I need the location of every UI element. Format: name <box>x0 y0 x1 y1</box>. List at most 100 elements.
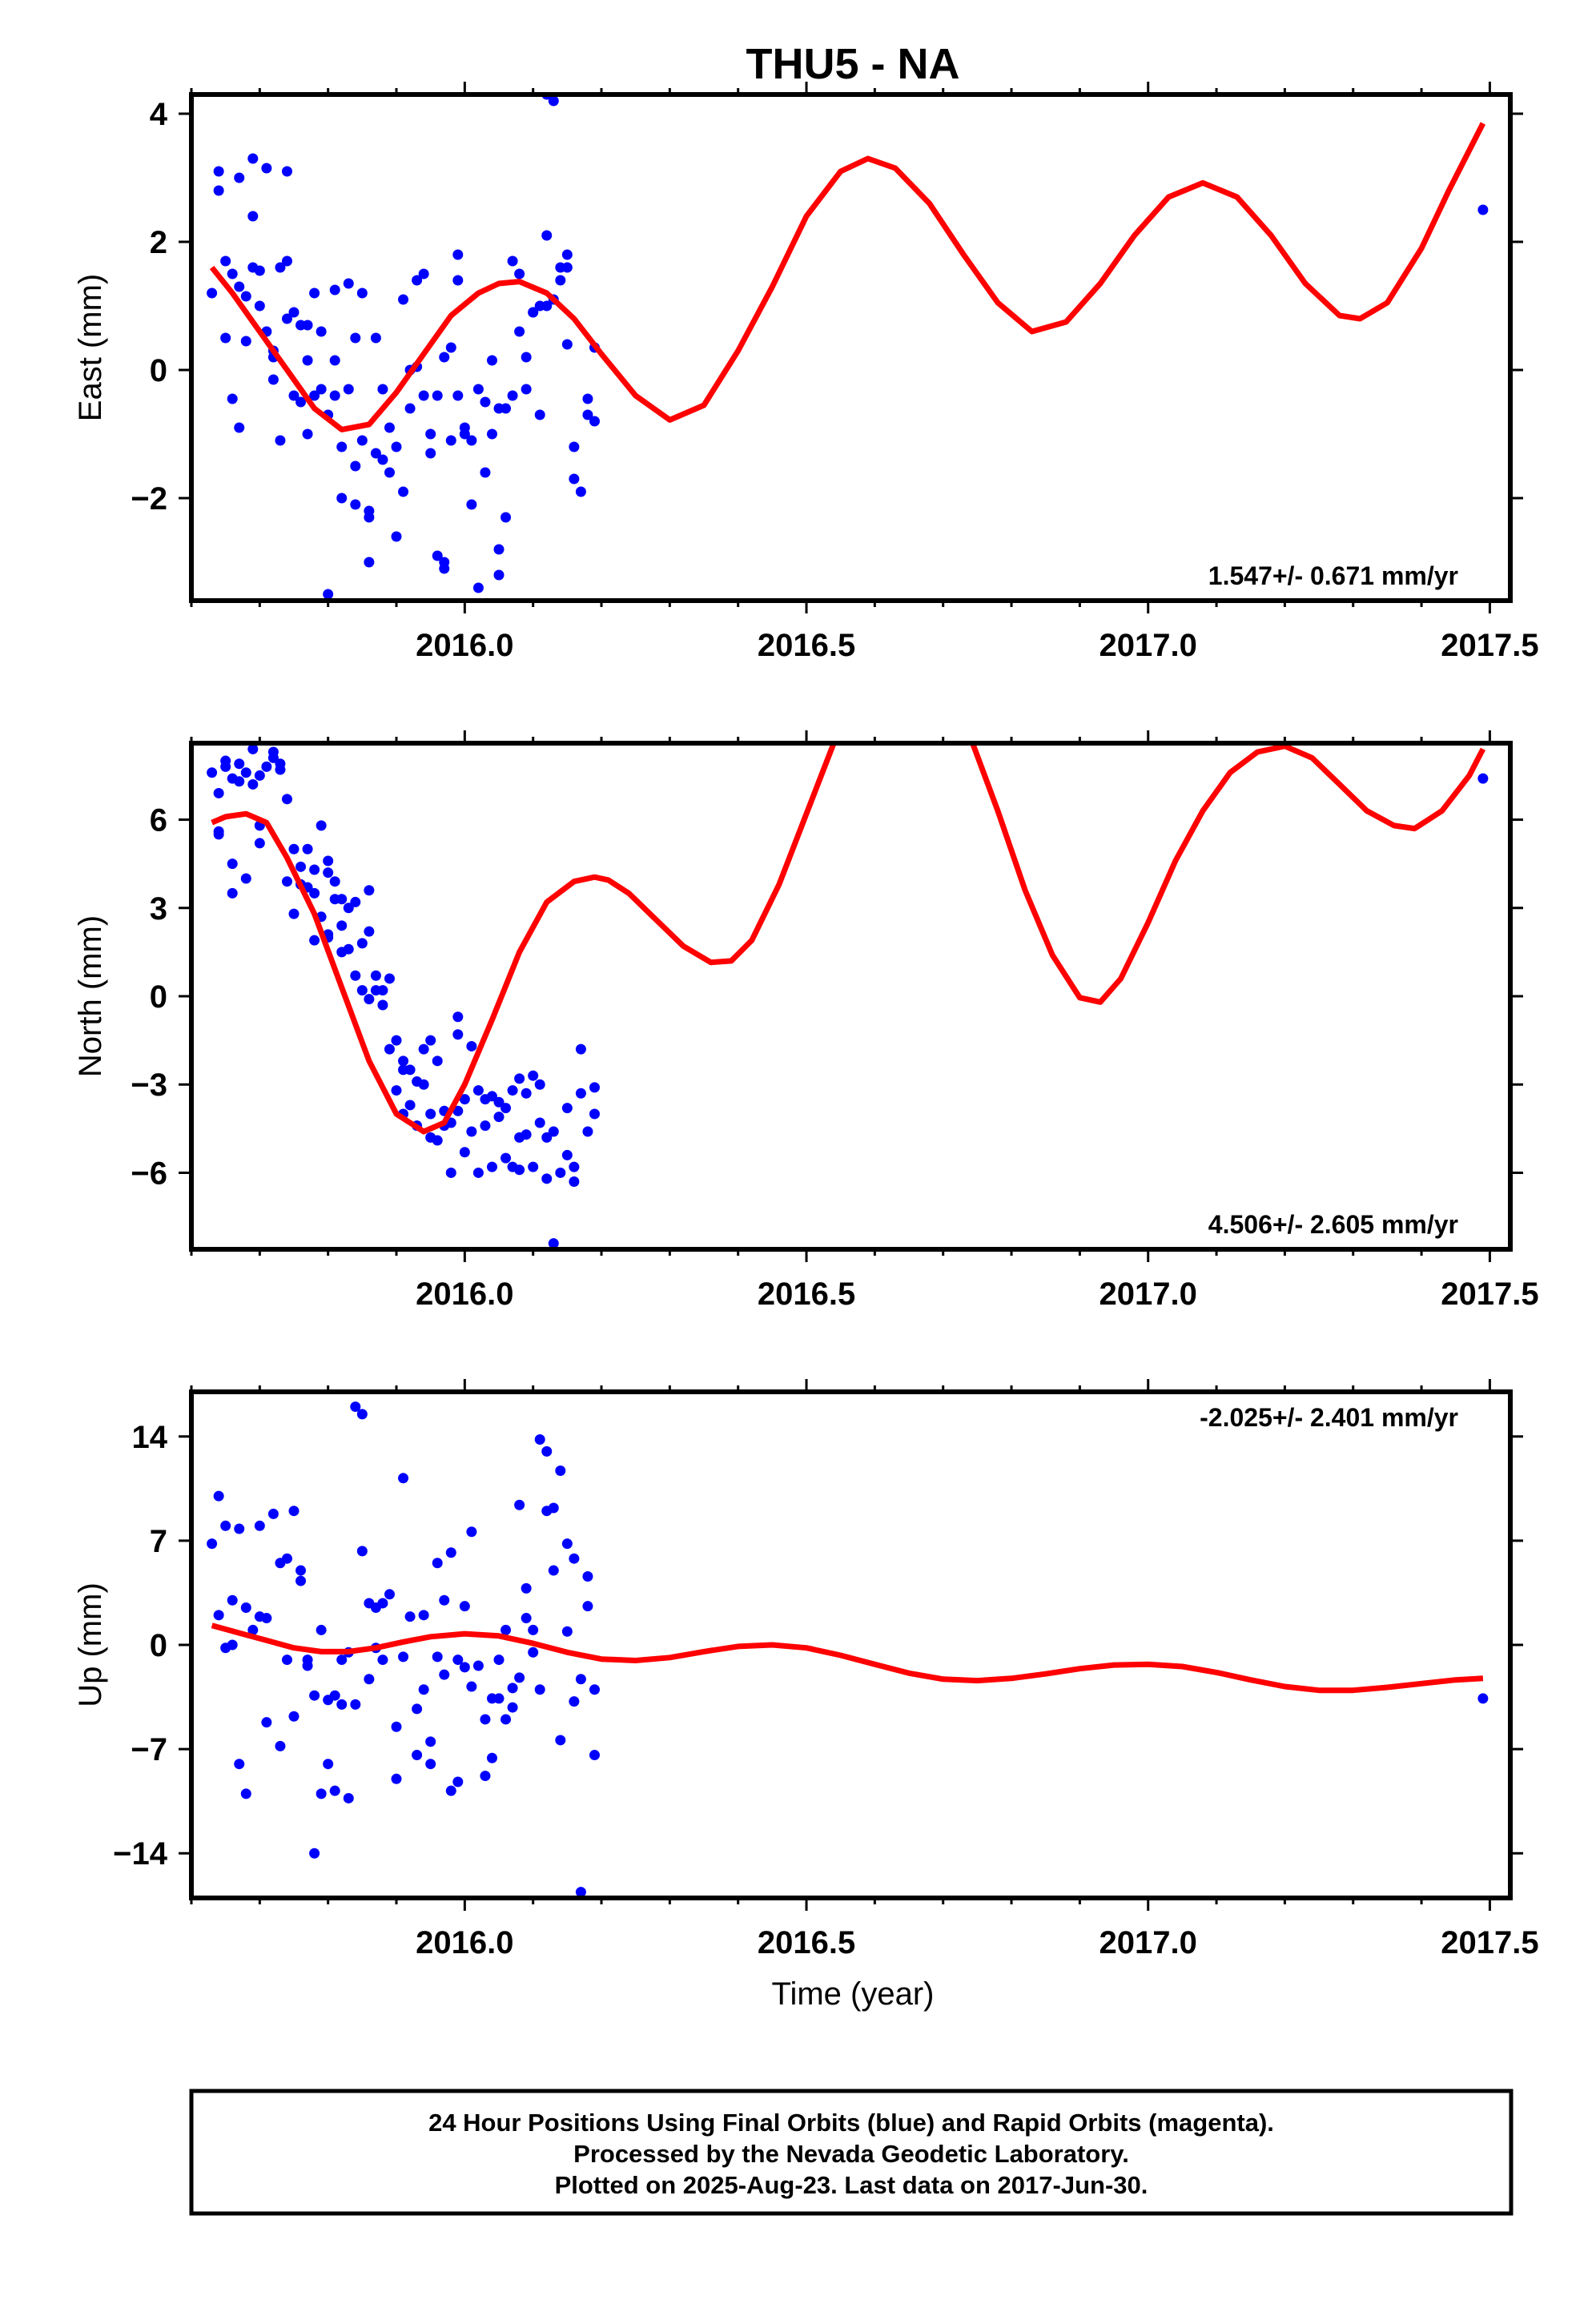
east-data-point <box>281 255 292 267</box>
east-data-point <box>398 294 409 305</box>
up-data-point <box>323 1759 334 1770</box>
east-plot-frame <box>189 92 1513 603</box>
up-data-point <box>472 1660 484 1671</box>
north-data-point <box>275 758 286 770</box>
up-data-point <box>582 1570 593 1582</box>
north-data-point <box>309 935 320 946</box>
east-data-point <box>240 291 251 302</box>
east-data-point <box>281 313 292 324</box>
north-data-point <box>254 770 265 781</box>
up-data-point <box>329 1785 340 1796</box>
east-data-points <box>207 94 1489 600</box>
footer-line-2: Processed by the Nevada Geodetic Laborat… <box>573 2140 1129 2168</box>
north-data-point <box>432 1055 443 1067</box>
east-data-point <box>391 531 402 542</box>
north-data-point <box>240 873 251 884</box>
up-data-point <box>501 1624 512 1635</box>
up-data-point <box>267 1508 279 1519</box>
east-data-point <box>486 355 497 366</box>
east-data-point <box>432 390 443 401</box>
up-data-point <box>281 1655 292 1666</box>
north-data-point <box>343 943 354 955</box>
east-data-point <box>247 153 259 164</box>
north-data-point <box>486 1091 497 1102</box>
east-data-point <box>309 390 320 401</box>
up-y-axis-label: Up (mm) <box>73 1582 108 1707</box>
up-data-point <box>582 1601 593 1612</box>
east-data-point <box>425 428 436 440</box>
up-fit-line <box>211 1622 1484 1694</box>
north-data-point <box>404 1100 416 1111</box>
footer-line-1: 24 Hour Positions Using Final Orbits (bl… <box>428 2109 1274 2137</box>
east-data-point <box>336 441 348 452</box>
x-axis-label: Time (year) <box>772 1976 935 2012</box>
north-data-point <box>261 761 272 772</box>
east-data-point <box>445 435 456 446</box>
up-data-point <box>404 1611 416 1622</box>
up-data-point <box>548 1502 559 1514</box>
north-y-tick-label: 3 <box>150 891 167 927</box>
up-data-point <box>569 1696 580 1707</box>
east-data-point <box>521 352 532 363</box>
east-data-point <box>501 403 512 414</box>
north-data-point <box>213 787 224 798</box>
east-data-point <box>398 486 409 497</box>
east-data-point <box>350 499 361 510</box>
east-x-tick-label: 2016.5 <box>758 628 855 663</box>
up-data-point <box>391 1773 402 1784</box>
east-data-point <box>575 486 586 497</box>
east-data-point <box>452 249 464 260</box>
east-data-point <box>541 230 553 241</box>
east-data-point <box>534 409 545 420</box>
up-data-point <box>336 1699 348 1710</box>
up-data-point <box>589 1750 600 1761</box>
north-data-point <box>227 887 238 899</box>
up-data-point <box>261 1613 272 1624</box>
north-data-point <box>459 1147 470 1158</box>
up-x-tick-label: 2016.5 <box>758 1925 855 1960</box>
north-data-point <box>548 1126 559 1137</box>
north-data-point <box>316 820 327 831</box>
up-data-point <box>493 1655 505 1666</box>
east-data-point <box>445 342 456 353</box>
up-data-point <box>227 1639 238 1651</box>
east-data-point <box>323 589 334 600</box>
north-data-point <box>343 903 354 914</box>
north-data-point <box>445 1167 456 1178</box>
up-data-point <box>288 1506 300 1517</box>
north-x-tick-label: 2016.0 <box>416 1277 513 1312</box>
east-data-point <box>1477 204 1489 215</box>
north-data-point <box>323 855 334 866</box>
up-data-point <box>247 1624 259 1635</box>
east-data-point <box>254 300 265 312</box>
east-data-point <box>329 390 340 401</box>
up-data-point <box>220 1520 231 1531</box>
east-data-point <box>227 268 238 279</box>
east-data-point <box>569 473 580 485</box>
up-data-point <box>459 1601 470 1612</box>
east-data-point <box>404 403 416 414</box>
east-data-point <box>356 287 368 299</box>
up-data-point <box>295 1575 307 1586</box>
up-data-point <box>569 1553 580 1564</box>
up-y-tick-label: −7 <box>131 1732 167 1767</box>
up-y-tick-label: 0 <box>150 1628 167 1663</box>
east-data-point <box>275 262 286 273</box>
up-data-point <box>316 1788 327 1799</box>
north-data-point <box>288 908 300 919</box>
up-data-point <box>1477 1693 1489 1704</box>
north-y-tick-label: 6 <box>150 803 167 838</box>
north-data-point <box>384 973 395 984</box>
north-data-point <box>452 1011 464 1023</box>
up-data-point <box>391 1721 402 1732</box>
east-data-point <box>343 384 354 395</box>
up-data-point <box>507 1702 518 1713</box>
east-data-point <box>472 582 484 593</box>
north-data-point <box>227 858 238 870</box>
up-data-point <box>534 1433 545 1445</box>
up-data-point <box>548 1565 559 1576</box>
east-data-point <box>459 422 470 433</box>
north-data-point <box>514 1164 525 1176</box>
north-data-point <box>418 1043 429 1055</box>
east-data-point <box>329 284 340 296</box>
